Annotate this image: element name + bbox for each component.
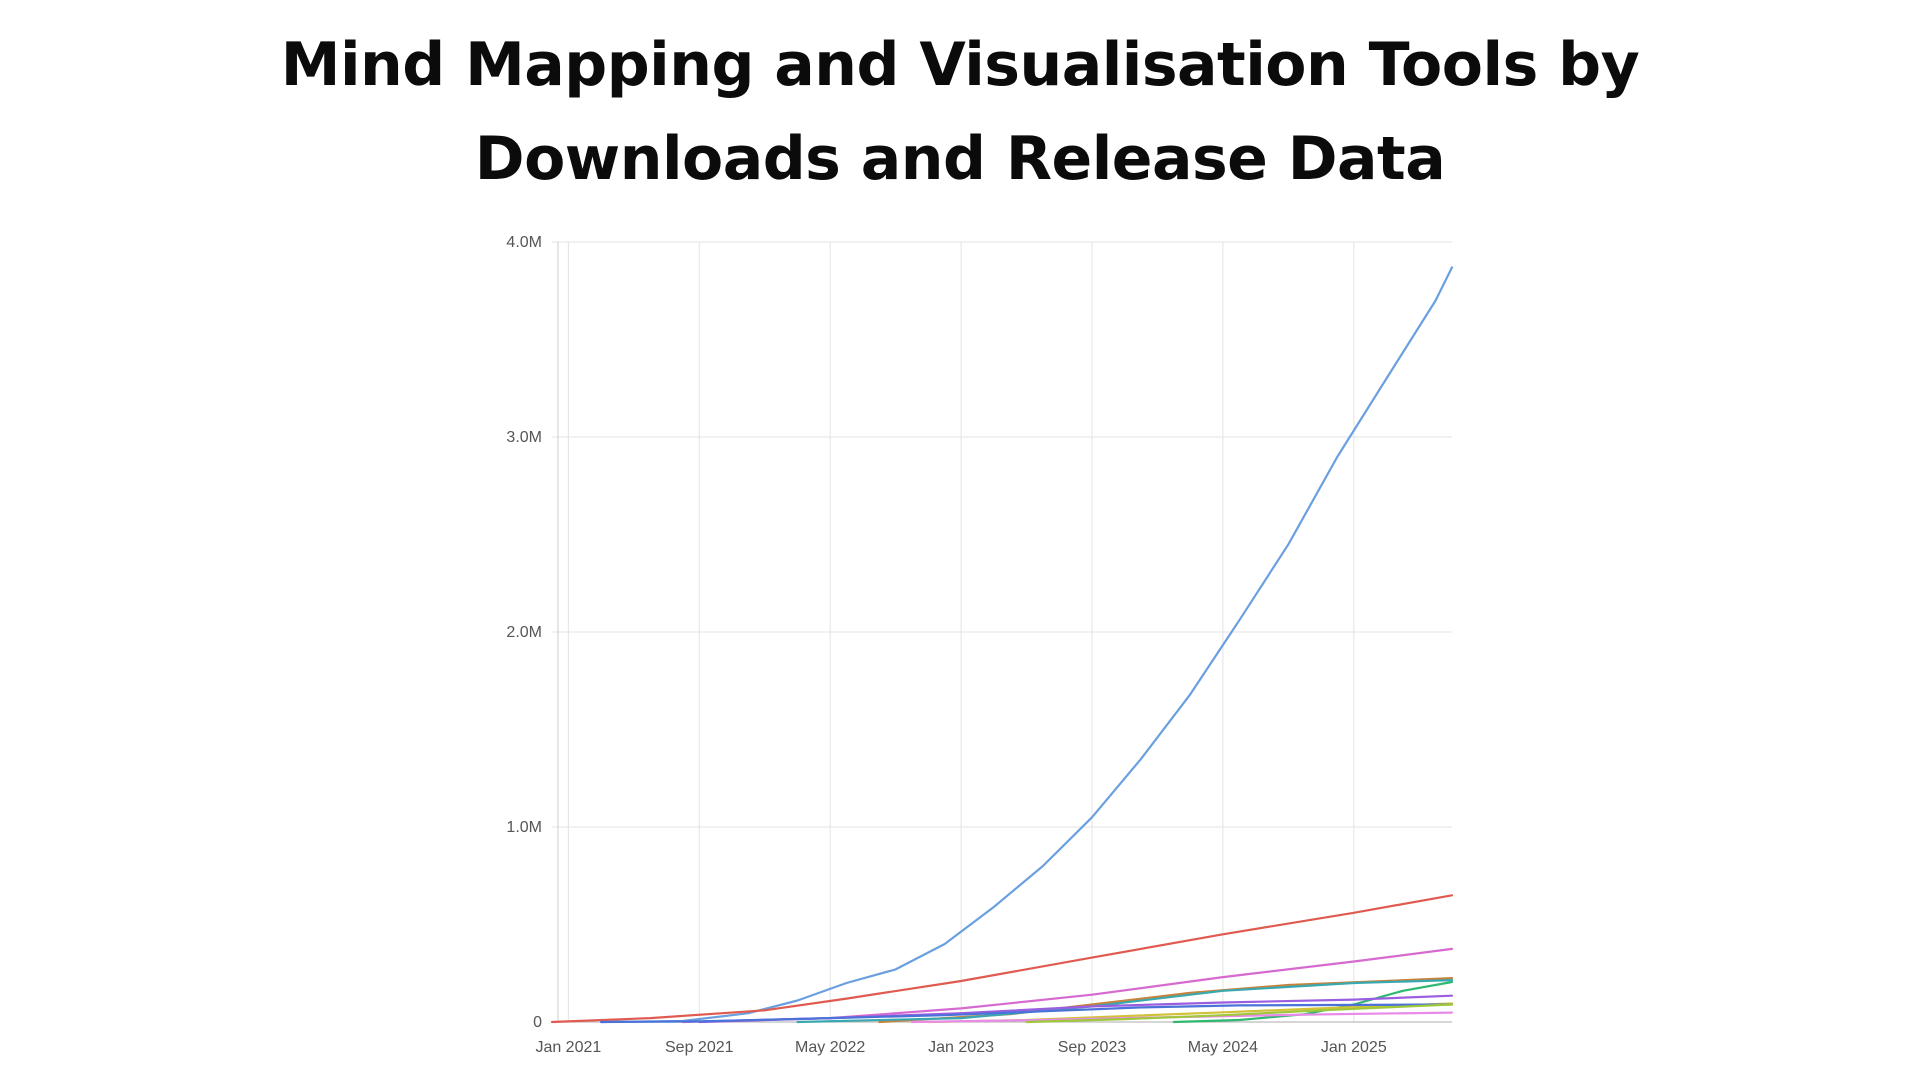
x-tick-label: May 2022 (795, 1039, 865, 1056)
chart-title: Mind Mapping and Visualisation Tools by … (0, 18, 1920, 206)
series-line-11 (1025, 1003, 1454, 1024)
x-tick-label: May 2024 (1188, 1039, 1258, 1056)
series-line-5 (796, 979, 1454, 1024)
chart-title-line-2: Downloads and Release Data (474, 124, 1446, 194)
chart-title-line-1: Mind Mapping and Visualisation Tools by (280, 30, 1640, 100)
gridlines (552, 241, 1452, 1022)
y-tick-label: 3.0M (506, 429, 542, 446)
series-line-1 (600, 266, 1454, 1024)
y-tick-label: 0 (533, 1014, 542, 1031)
series-line-9 (600, 1003, 1454, 1024)
tick-labels: 0 1.0M 2.0M 3.0M 4.0M Jan 2021 Sep 2021 May 202… (506, 234, 1386, 1056)
x-tick-label: Jan 2025 (1321, 1039, 1387, 1056)
series-line-2 (550, 894, 1454, 1024)
y-tick-label: 1.0M (506, 819, 542, 836)
y-tick-label: 2.0M (506, 624, 542, 641)
y-tick-label: 4.0M (506, 234, 542, 251)
x-tick-label: Sep 2021 (665, 1039, 734, 1056)
x-tick-label: Sep 2023 (1058, 1039, 1127, 1056)
series-lines (550, 266, 1454, 1024)
x-tick-label: Jan 2021 (535, 1039, 601, 1056)
x-tick-label: Jan 2023 (928, 1039, 994, 1056)
